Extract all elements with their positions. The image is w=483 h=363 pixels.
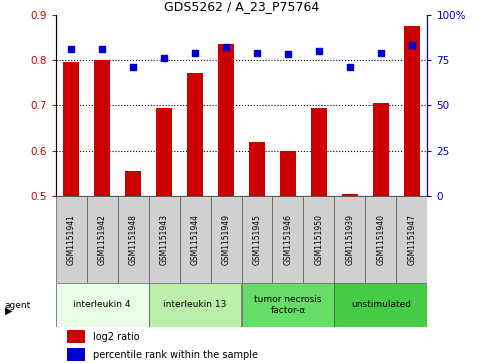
Text: ▶: ▶ <box>5 306 13 316</box>
Text: GSM1151943: GSM1151943 <box>159 214 169 265</box>
Point <box>377 50 385 56</box>
Bar <box>249 142 265 196</box>
Text: GSM1151940: GSM1151940 <box>376 214 385 265</box>
Point <box>191 50 199 56</box>
Bar <box>366 196 397 283</box>
Point <box>98 46 106 52</box>
Bar <box>56 283 149 327</box>
Bar <box>342 194 358 196</box>
Text: GSM1151944: GSM1151944 <box>190 214 199 265</box>
Bar <box>117 196 149 283</box>
Point <box>315 48 323 54</box>
Bar <box>373 103 389 196</box>
Bar <box>218 44 234 196</box>
Text: GSM1151949: GSM1151949 <box>222 214 230 265</box>
Bar <box>211 196 242 283</box>
Bar <box>180 196 211 283</box>
Text: GSM1151947: GSM1151947 <box>408 214 416 265</box>
Point <box>253 50 261 56</box>
Text: GSM1151939: GSM1151939 <box>345 214 355 265</box>
Bar <box>272 196 303 283</box>
Point <box>160 55 168 61</box>
Text: GSM1151950: GSM1151950 <box>314 214 324 265</box>
Text: log2 ratio: log2 ratio <box>93 331 140 342</box>
Bar <box>280 151 296 196</box>
Bar <box>94 60 110 196</box>
Text: GSM1151948: GSM1151948 <box>128 214 138 265</box>
Bar <box>86 196 117 283</box>
Text: GSM1151945: GSM1151945 <box>253 214 261 265</box>
Bar <box>242 283 334 327</box>
Bar <box>187 73 203 196</box>
Text: percentile rank within the sample: percentile rank within the sample <box>93 350 258 360</box>
Bar <box>67 330 85 343</box>
Bar <box>311 107 327 196</box>
Title: GDS5262 / A_23_P75764: GDS5262 / A_23_P75764 <box>164 0 319 13</box>
Point <box>67 46 75 52</box>
Text: interleukin 4: interleukin 4 <box>73 301 131 309</box>
Bar <box>334 283 427 327</box>
Point <box>129 64 137 70</box>
Bar <box>334 196 366 283</box>
Point <box>346 64 354 70</box>
Text: GSM1151942: GSM1151942 <box>98 214 107 265</box>
Bar <box>149 283 242 327</box>
Bar <box>156 107 172 196</box>
Bar <box>397 196 427 283</box>
Text: tumor necrosis
factor-α: tumor necrosis factor-α <box>254 295 322 315</box>
Bar <box>125 171 141 196</box>
Point <box>222 44 230 50</box>
Bar <box>56 196 86 283</box>
Bar <box>242 196 272 283</box>
Point <box>284 52 292 57</box>
Text: GSM1151946: GSM1151946 <box>284 214 293 265</box>
Bar <box>149 196 180 283</box>
Bar <box>67 348 85 361</box>
Bar <box>63 62 79 196</box>
Text: unstimulated: unstimulated <box>351 301 411 309</box>
Bar <box>404 26 420 196</box>
Bar <box>303 196 334 283</box>
Point <box>408 42 416 48</box>
Text: agent: agent <box>5 301 31 310</box>
Text: interleukin 13: interleukin 13 <box>163 301 227 309</box>
Text: GSM1151941: GSM1151941 <box>67 214 75 265</box>
